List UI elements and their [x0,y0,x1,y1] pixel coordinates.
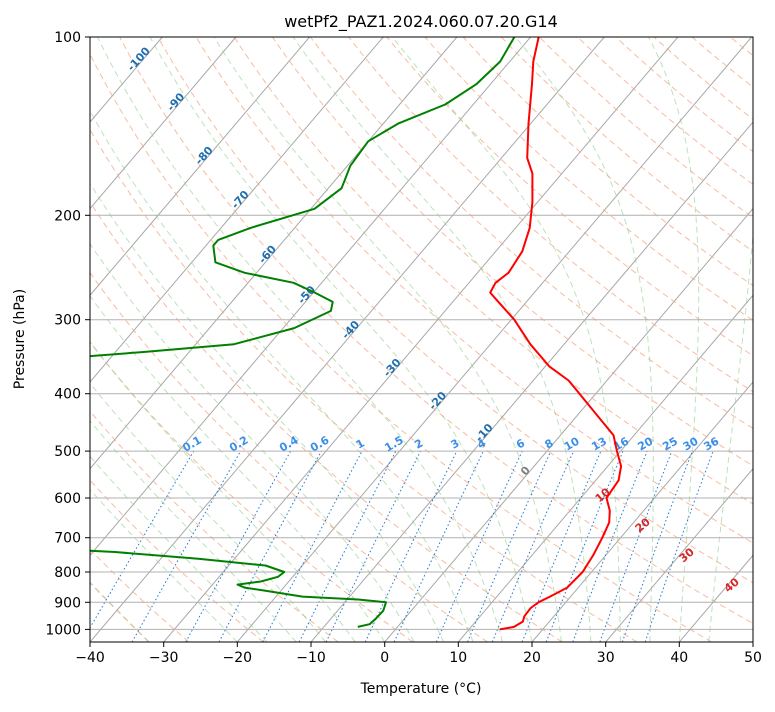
x-tick-label: 10 [449,650,467,666]
x-tick-label: 40 [670,650,688,666]
x-tick-label: 0 [380,650,389,666]
x-tick-label: −40 [75,650,105,666]
y-tick-label: 300 [54,313,81,329]
x-tick-label: 50 [744,650,762,666]
y-tick-label: 500 [54,444,81,460]
x-axis-label: Temperature (°C) [360,681,482,697]
y-tick-label: 400 [54,387,81,403]
y-tick-label: 600 [54,491,81,507]
x-tick-label: 30 [597,650,615,666]
y-tick-label: 900 [54,595,81,611]
x-tick-label: −30 [149,650,179,666]
y-axis-label: Pressure (hPa) [12,289,28,389]
y-tick-label: 1000 [45,622,81,638]
chart-title: wetPf2_PAZ1.2024.060.07.20.G14 [284,12,558,32]
y-tick-label: 100 [54,30,81,46]
x-tick-label: 20 [523,650,541,666]
y-tick-label: 200 [54,208,81,224]
y-tick-label: 700 [54,531,81,547]
x-tick-label: −10 [296,650,326,666]
x-tick-label: −20 [223,650,253,666]
y-tick-label: 800 [54,565,81,581]
